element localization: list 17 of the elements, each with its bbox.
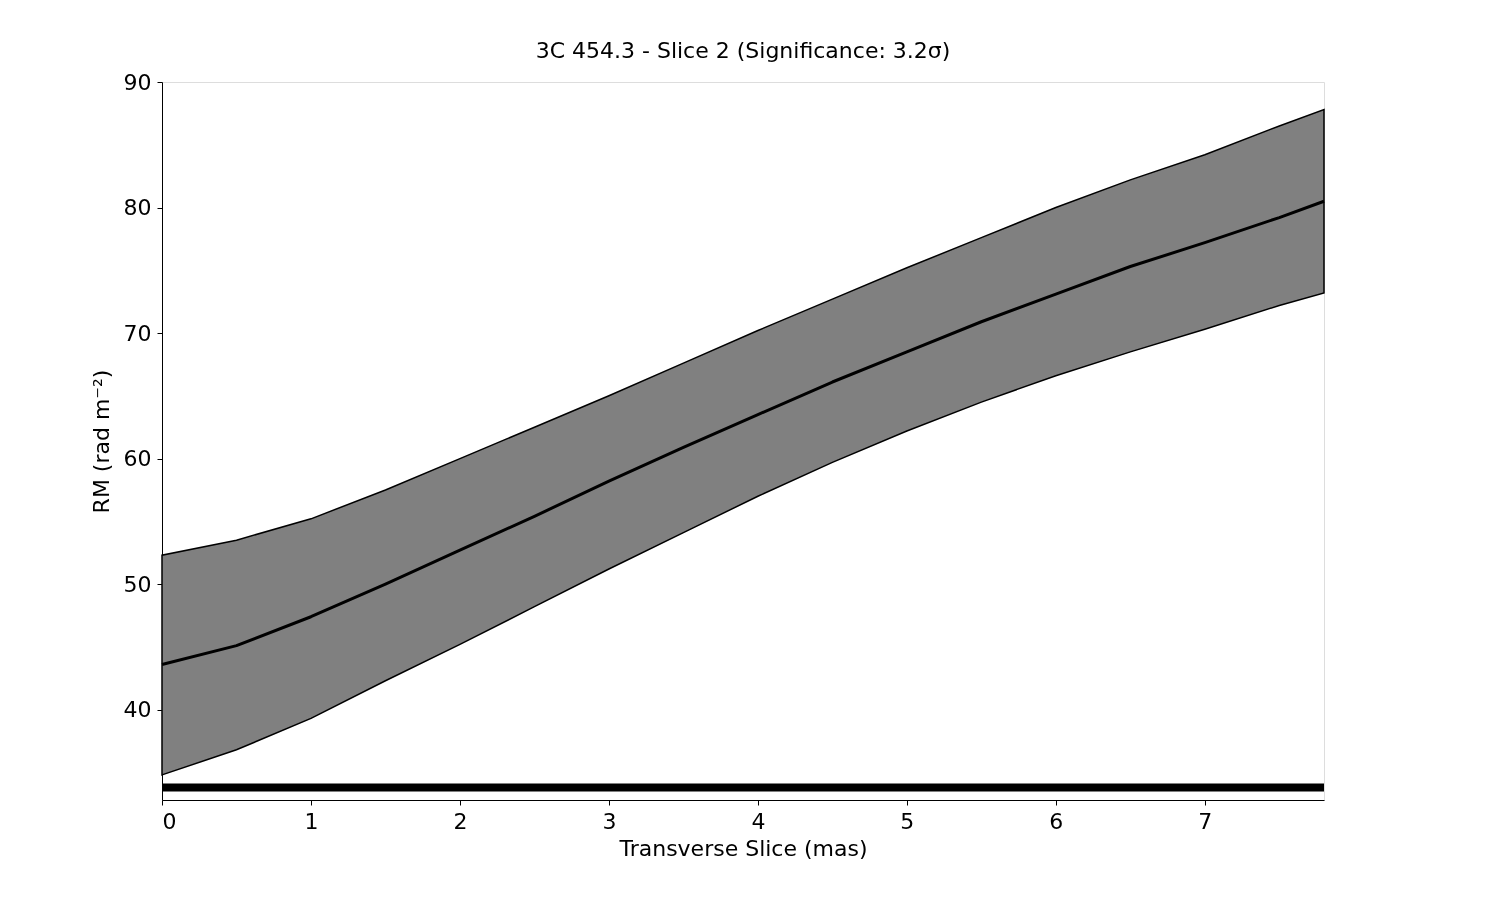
x-tick-label: 7 [1198,808,1213,834]
x-tick-label: 3 [602,808,617,834]
y-tick-label: 80 [123,195,152,221]
x-tick-label: 4 [751,808,766,834]
x-tick-label: 5 [900,808,915,834]
x-tick-label: 1 [304,808,319,834]
x-axis-title: Transverse Slice (mas) [618,835,868,861]
y-tick-label: 60 [123,446,152,472]
y-tick-label: 40 [123,697,152,723]
y-tick-label: 70 [123,320,152,346]
y-axis-title: RM (rad m⁻²) [88,369,114,514]
x-tick-label: 6 [1049,808,1064,834]
x-tick-label: 2 [453,808,468,834]
y-tick-label: 50 [123,571,152,597]
x-tick-label: 0 [162,808,177,834]
y-tick-label: 90 [123,69,152,95]
chart-title: 3C 454.3 - Slice 2 (Significance: 3.2σ) [535,38,951,63]
